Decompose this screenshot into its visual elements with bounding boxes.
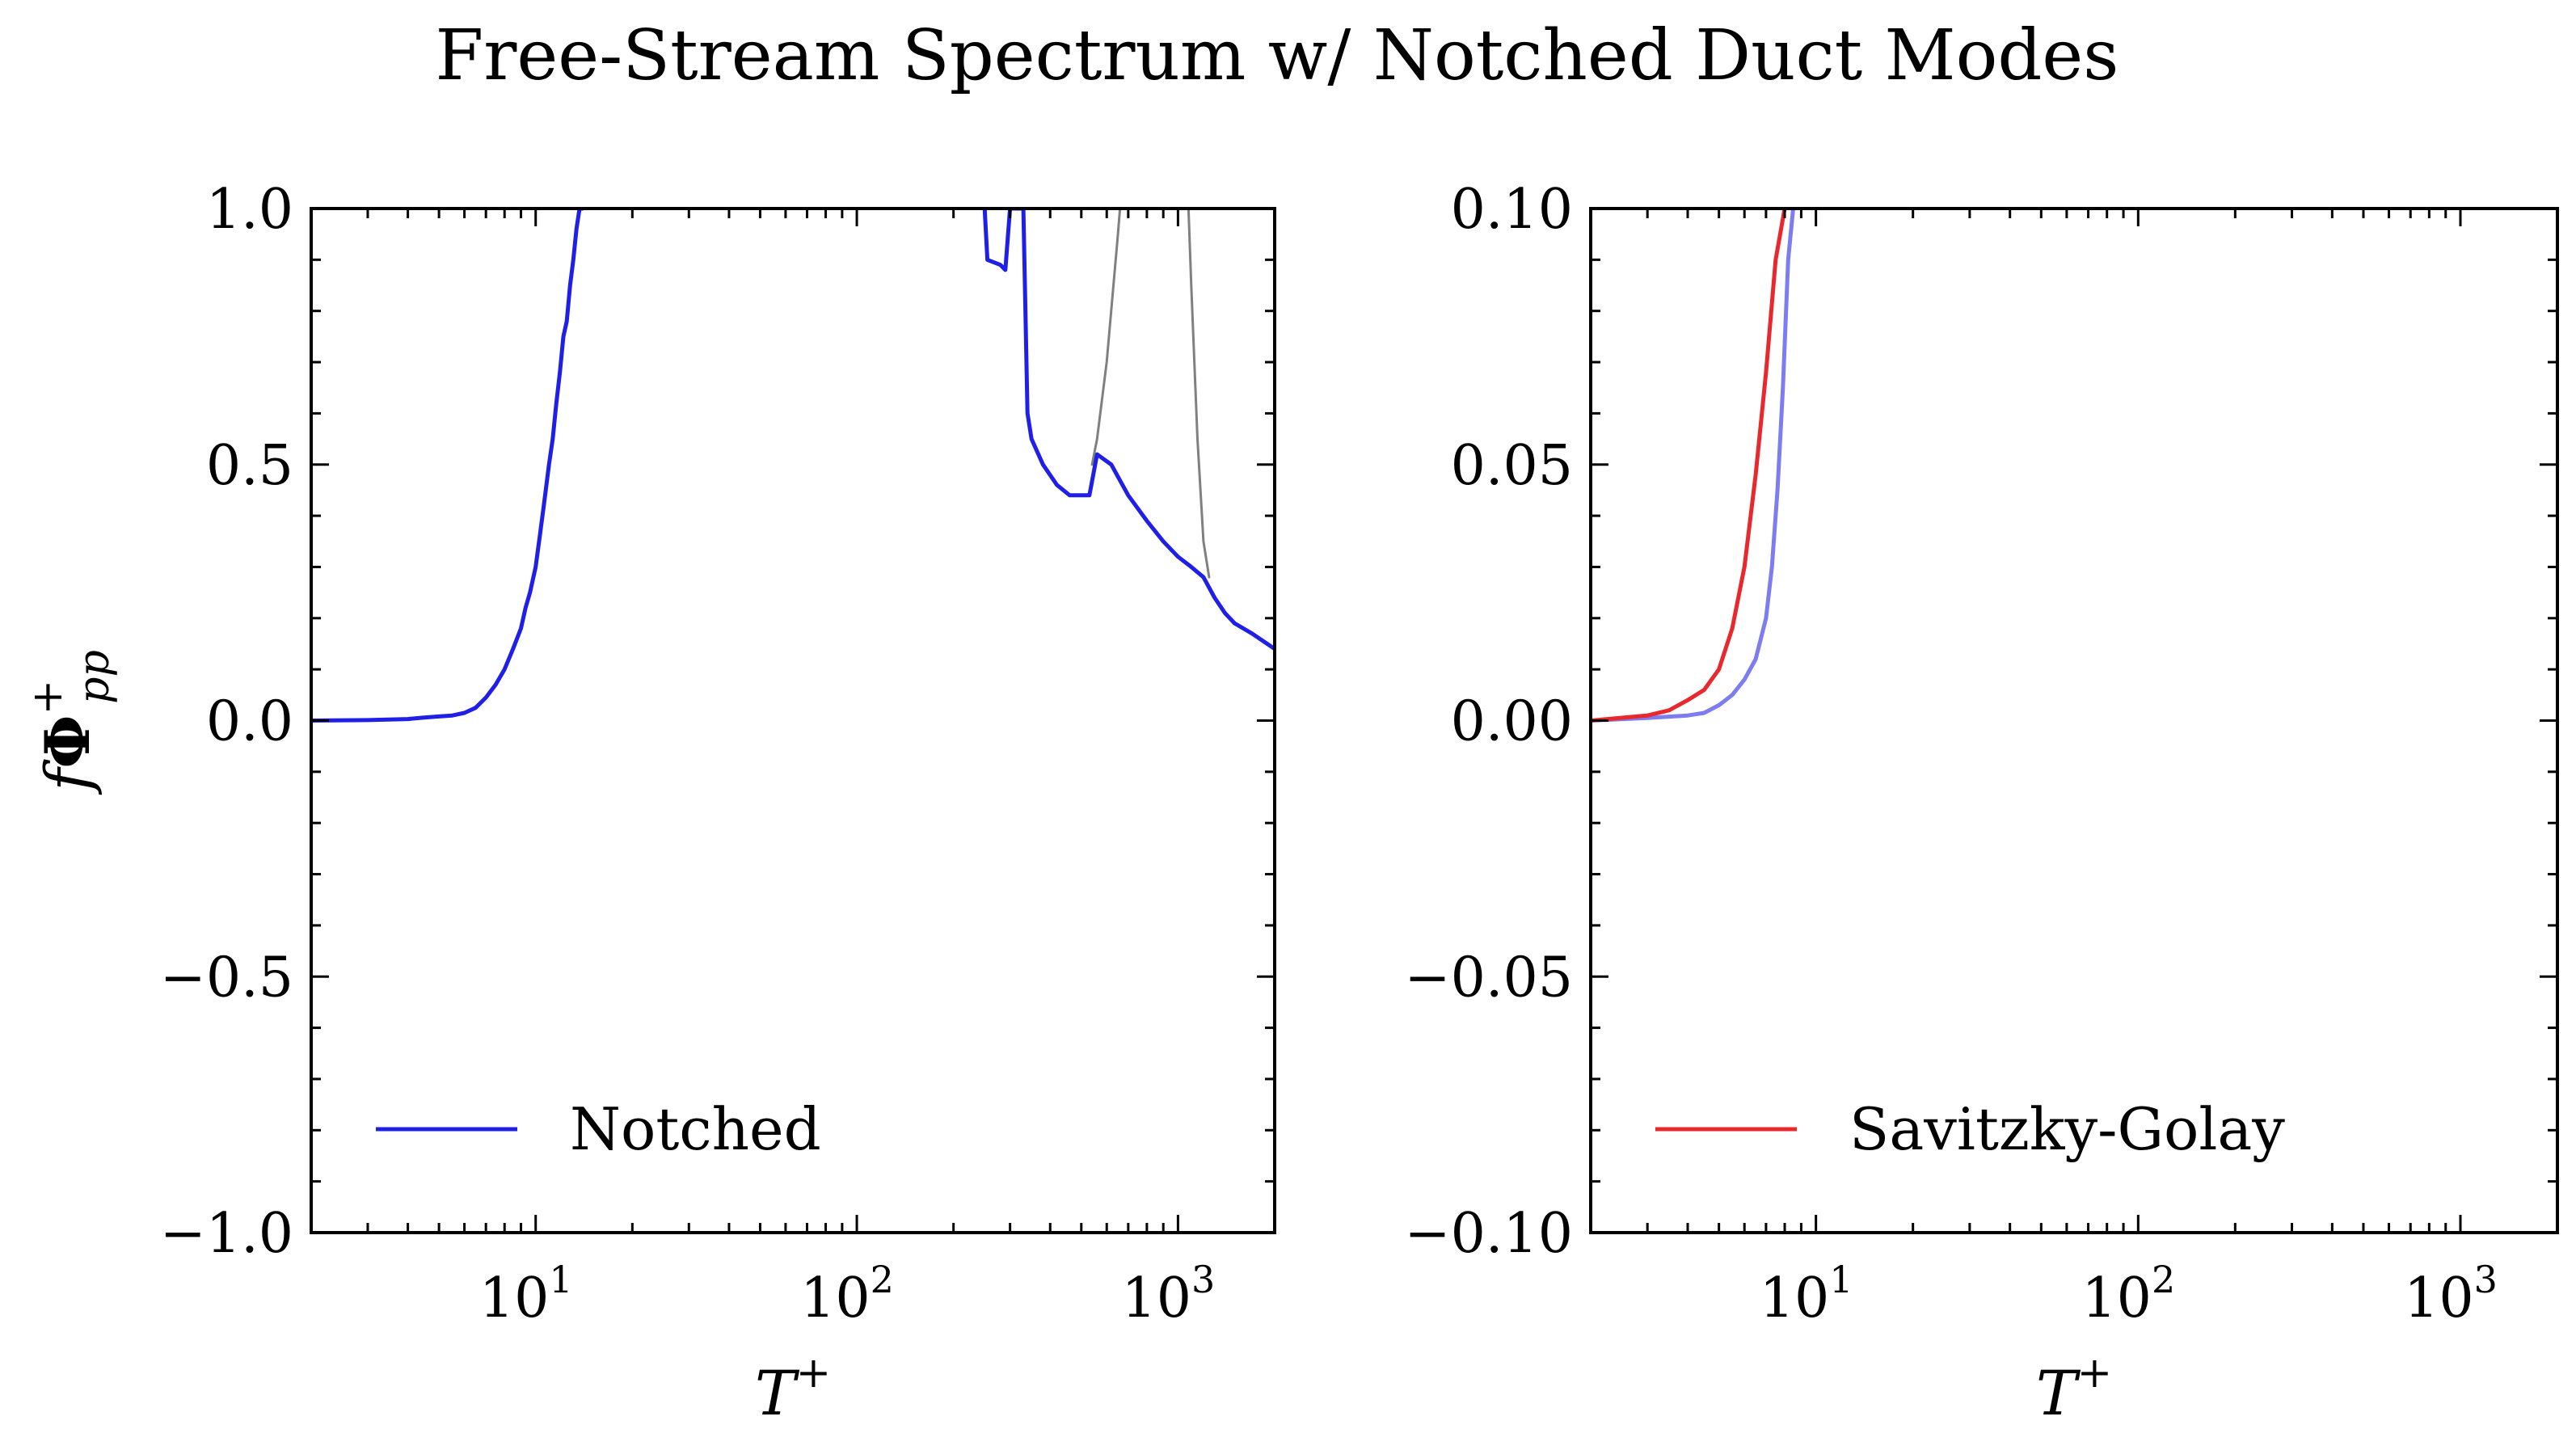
series-group (311, 209, 1275, 723)
y-tick-label: 0.05 (1451, 434, 1573, 498)
savitzky-golay-line (1591, 209, 1787, 723)
x-tick-label: 101 (1760, 1258, 1853, 1330)
x-tick-label: 102 (800, 1258, 894, 1330)
x-tick-label: 102 (2081, 1258, 2175, 1330)
legend-label: Savitzky-Golay (1849, 1095, 2285, 1163)
y-axis-label: fΦ+pp (23, 650, 119, 795)
series-group (1591, 209, 1795, 723)
x-axis-label: T+ (755, 1349, 831, 1429)
y-tick-label: −1.0 (160, 1202, 293, 1266)
y-tick-label: −0.10 (1405, 1202, 1573, 1266)
notched-line-1 (311, 209, 585, 723)
y-tick-label: −0.5 (160, 946, 293, 1010)
y-tick-label: 0.5 (206, 434, 293, 498)
y-tick-label: 0.10 (1451, 178, 1573, 242)
right-panel: −0.10 −0.05 0.00 0.05 0.10 101 102 103 T+ Savitzk… (1405, 178, 2559, 1429)
notched-faded-line (1591, 209, 1795, 723)
x-axis-label: T+ (2036, 1349, 2112, 1429)
figure-title: Free-Stream Spectrum w/ Notched Duct Mod… (436, 15, 2119, 96)
left-panel: −1.0 −0.5 0.0 0.5 1.0 101 102 103 T+ fΦ+pp Notched (23, 178, 1276, 1429)
raw-reference-line (1090, 209, 1211, 579)
y-tick-label: 1.0 (206, 178, 293, 242)
plot-frame (1589, 207, 2559, 1234)
y-tick-label: −0.05 (1405, 946, 1573, 1010)
y-tick-label: 0.00 (1451, 690, 1573, 754)
legend: Savitzky-Golay (1655, 1095, 2285, 1163)
x-tick-label: 103 (1121, 1258, 1215, 1330)
y-tick-label: 0.0 (206, 690, 293, 754)
x-tick-label: 103 (2404, 1258, 2498, 1330)
x-tick-label: 101 (479, 1258, 573, 1330)
plot-frame (310, 207, 1276, 1234)
notched-line-2 (982, 209, 1275, 651)
legend-label: Notched (570, 1095, 821, 1163)
legend: Notched (376, 1095, 821, 1163)
